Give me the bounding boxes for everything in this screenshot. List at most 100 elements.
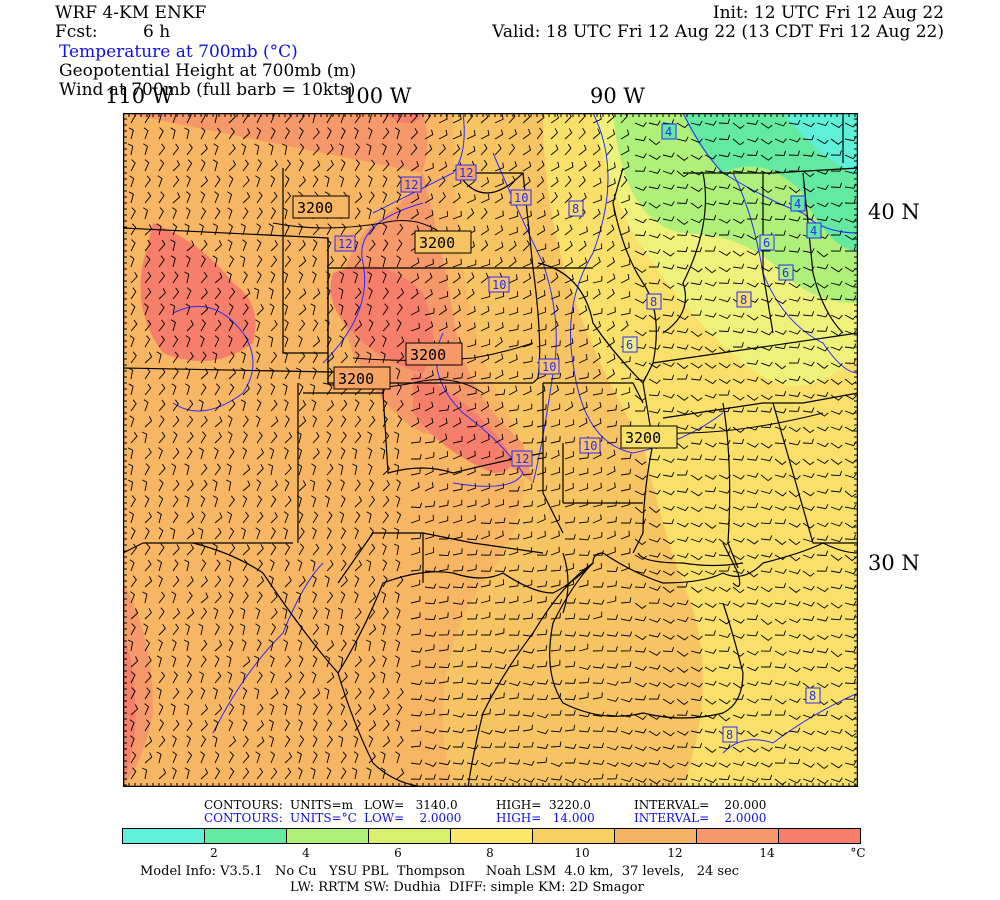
wind-barb — [312, 719, 318, 732]
wind-barb — [270, 240, 279, 252]
wind-barb — [366, 511, 372, 524]
wind-barb — [802, 777, 815, 783]
wind-barb — [480, 353, 490, 364]
wind-barb — [452, 130, 462, 140]
wind-barb — [295, 367, 302, 380]
wind-barb — [129, 735, 135, 748]
wind-barb — [326, 415, 334, 428]
wind-barb — [338, 143, 345, 156]
wind-barb — [634, 568, 647, 574]
wind-barb — [255, 527, 261, 540]
wind-barb — [242, 751, 250, 764]
colorbar-tick-label: 8 — [486, 846, 494, 860]
wind-barb — [620, 129, 630, 140]
wind-barb — [746, 761, 759, 767]
wind-barb — [214, 767, 221, 780]
wind-barb — [424, 436, 435, 444]
wind-barb — [410, 628, 422, 636]
wind-barb — [144, 719, 151, 732]
wind-barb — [298, 575, 306, 588]
wind-barb — [746, 585, 759, 591]
wind-barb — [718, 566, 730, 572]
wind-barb — [380, 671, 386, 684]
wind-barb — [662, 343, 675, 349]
wind-barb — [481, 629, 492, 636]
wind-barb — [382, 399, 388, 412]
wind-barb — [522, 437, 534, 444]
wind-barb — [283, 639, 289, 652]
wind-barb — [324, 687, 330, 700]
wind-barb — [396, 113, 402, 124]
wind-barb — [578, 727, 591, 733]
wind-barb — [158, 463, 166, 476]
wind-barb — [214, 575, 222, 588]
wind-barb — [438, 694, 451, 701]
wind-barb — [340, 671, 348, 684]
wind-barb — [452, 372, 464, 380]
wind-barb — [508, 778, 521, 784]
wind-barb — [508, 547, 519, 556]
wind-barb — [312, 575, 317, 588]
svg-text:10: 10 — [583, 439, 597, 453]
wind-barb — [270, 113, 275, 124]
wind-barb — [620, 661, 632, 668]
wind-barb — [438, 385, 448, 396]
wind-barb — [312, 639, 319, 652]
wind-barb — [550, 176, 559, 188]
wind-barb — [606, 566, 619, 573]
wind-barb — [338, 463, 344, 476]
wind-barb — [410, 547, 421, 556]
weather-map[interactable]: 3200 3200 3200 3200 3200 12 12 12 — [123, 113, 858, 787]
wind-barb — [844, 358, 857, 364]
wind-barb — [620, 762, 633, 767]
wind-barb — [564, 778, 577, 784]
wind-barb — [718, 714, 731, 722]
colorbar-segment — [778, 828, 861, 844]
wind-barb — [228, 287, 236, 300]
wind-barb — [550, 630, 562, 636]
wind-barb — [228, 175, 234, 188]
wind-barb — [761, 662, 772, 668]
wind-barb — [298, 719, 303, 732]
wind-barb — [170, 703, 176, 716]
wind-barb — [844, 473, 857, 479]
wind-barb — [648, 314, 661, 321]
wind-barb — [732, 746, 745, 753]
wind-barb — [410, 143, 418, 156]
wind-barb — [198, 527, 204, 540]
wind-barb — [788, 311, 801, 317]
wind-barb — [480, 143, 488, 156]
wind-barb — [170, 127, 176, 140]
wind-barb — [256, 703, 264, 716]
wind-barb — [466, 403, 476, 412]
wind-barb — [592, 550, 604, 556]
wind-barb — [212, 351, 218, 364]
wind-barb — [844, 394, 857, 400]
wind-barb — [620, 468, 632, 476]
wind-barb — [270, 431, 278, 444]
wind-barb — [592, 288, 601, 300]
wind-barb — [284, 735, 291, 748]
wind-barb — [212, 159, 218, 172]
wind-barb — [788, 216, 801, 222]
wind-barb — [802, 345, 815, 351]
wind-barb — [844, 218, 857, 223]
wind-barb — [732, 122, 745, 129]
wind-barb — [282, 591, 288, 604]
wind-barb — [662, 393, 675, 399]
wind-barb — [676, 666, 689, 673]
svg-text:8: 8 — [650, 295, 657, 309]
wind-barb — [536, 612, 548, 620]
wind-barb — [592, 645, 604, 652]
wind-barb — [452, 417, 462, 428]
wind-barb — [732, 233, 745, 239]
wind-barb — [172, 608, 181, 620]
wind-barb — [718, 378, 731, 385]
wind-barb — [298, 543, 305, 556]
wind-barb — [494, 389, 506, 396]
wind-barb — [662, 554, 675, 560]
wind-barb — [662, 471, 675, 478]
wind-barb — [816, 662, 829, 669]
wind-barb — [662, 152, 675, 158]
colorbar-segment — [696, 828, 779, 844]
